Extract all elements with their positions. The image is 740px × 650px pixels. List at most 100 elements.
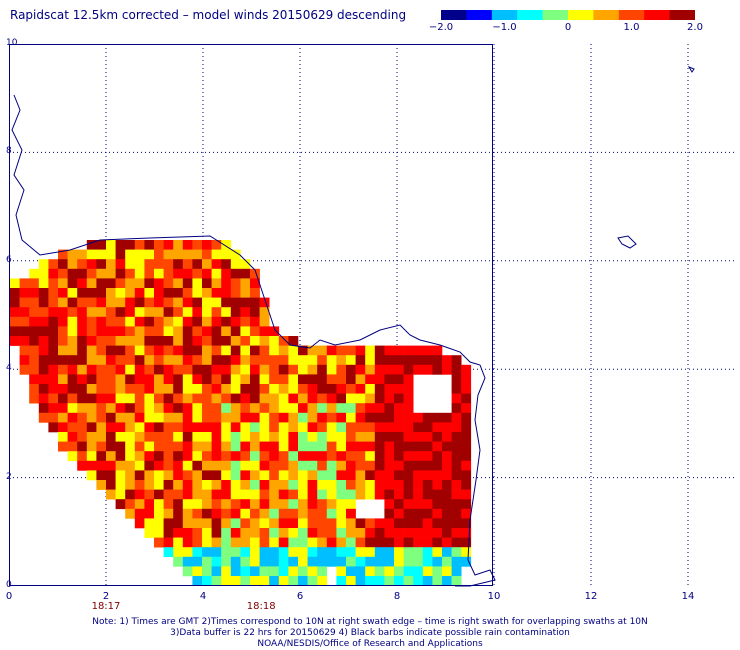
field-cell <box>211 393 222 404</box>
field-cell <box>269 441 280 452</box>
field-cell <box>182 249 193 260</box>
field-cell <box>432 537 443 548</box>
field-cell <box>58 403 68 414</box>
field-cell <box>192 460 203 471</box>
field-cell <box>173 278 184 289</box>
colorbar-segment <box>441 10 467 20</box>
field-cell <box>192 441 203 452</box>
field-cell <box>403 508 414 519</box>
field-cell <box>134 489 145 500</box>
field-cell <box>163 364 174 375</box>
field-cell <box>230 576 241 586</box>
field-cell <box>115 432 126 442</box>
field-cell <box>106 307 116 318</box>
field-cell <box>355 432 366 442</box>
field-cell <box>259 403 270 414</box>
field-cell <box>173 412 184 423</box>
field-cell <box>422 537 433 548</box>
field-cell <box>413 518 424 529</box>
field-cell <box>250 470 260 481</box>
field-cell <box>173 297 184 308</box>
field-cell <box>355 441 366 452</box>
field-cell <box>154 422 164 433</box>
field-cell <box>10 336 20 346</box>
field-cell <box>211 537 222 548</box>
field-cell <box>230 537 241 548</box>
field-cell <box>432 576 443 586</box>
field-cell <box>307 441 318 452</box>
field-cell <box>211 403 222 414</box>
field-cell <box>394 537 404 548</box>
field-cell <box>192 345 203 356</box>
field-cell <box>240 384 251 394</box>
field-cell <box>77 307 88 318</box>
field-cell <box>86 422 97 433</box>
field-cell <box>221 345 232 356</box>
field-cell <box>269 518 280 529</box>
field-cell <box>250 268 260 279</box>
field-cell <box>221 451 232 462</box>
field-cell <box>163 393 174 404</box>
field-cell <box>58 316 68 327</box>
field-cell <box>154 240 164 250</box>
field-cell <box>182 240 193 250</box>
field-cell <box>288 518 299 529</box>
field-cell <box>374 345 385 356</box>
field-cell <box>365 470 376 481</box>
field-cell <box>269 451 280 462</box>
field-cell <box>48 326 59 337</box>
field-cell <box>240 412 251 423</box>
field-cell <box>403 384 414 394</box>
field-cell <box>461 364 472 375</box>
field-cell <box>163 441 174 452</box>
field-cell <box>288 508 299 519</box>
field-cell <box>288 393 299 404</box>
field-cell <box>355 489 366 500</box>
field-cell <box>278 508 289 519</box>
field-cell <box>134 278 145 289</box>
field-cell <box>134 259 145 270</box>
field-cell <box>163 249 174 260</box>
field-cell <box>144 528 155 538</box>
field-cell <box>10 288 20 298</box>
field-cell <box>365 345 376 356</box>
field-cell <box>269 345 280 356</box>
field-cell <box>432 508 443 519</box>
field-cell <box>326 384 337 394</box>
field-cell <box>144 422 155 433</box>
field-cell <box>384 470 395 481</box>
field-cell <box>211 451 222 462</box>
field-cell <box>182 470 193 481</box>
field-cell <box>461 441 472 452</box>
field-cell <box>250 508 260 519</box>
field-cell <box>269 489 280 500</box>
field-cell <box>384 374 395 385</box>
x-axis-label: 12 <box>584 591 598 602</box>
field-cell <box>192 422 203 433</box>
field-cell <box>221 364 232 375</box>
field-cell <box>298 355 308 366</box>
field-cell <box>29 336 40 346</box>
field-cell <box>365 403 376 414</box>
field-cell <box>326 432 337 442</box>
field-cell <box>298 345 308 356</box>
field-cell <box>461 460 472 471</box>
field-cell <box>86 374 97 385</box>
field-cell <box>154 249 164 260</box>
field-cell <box>67 441 78 452</box>
field-cell <box>307 528 318 538</box>
field-cell <box>413 422 424 433</box>
field-cell <box>355 537 366 548</box>
field-cell <box>326 508 337 519</box>
field-cell <box>154 470 164 481</box>
field-cell <box>48 355 59 366</box>
field-cell <box>384 460 395 471</box>
field-cell <box>211 364 222 375</box>
field-cell <box>278 441 289 452</box>
colorbar-segment <box>644 10 671 20</box>
field-cell <box>250 345 260 356</box>
field-cell <box>230 556 241 567</box>
field-cell <box>413 480 424 490</box>
field-cell <box>106 345 116 356</box>
field-cell <box>307 489 318 500</box>
